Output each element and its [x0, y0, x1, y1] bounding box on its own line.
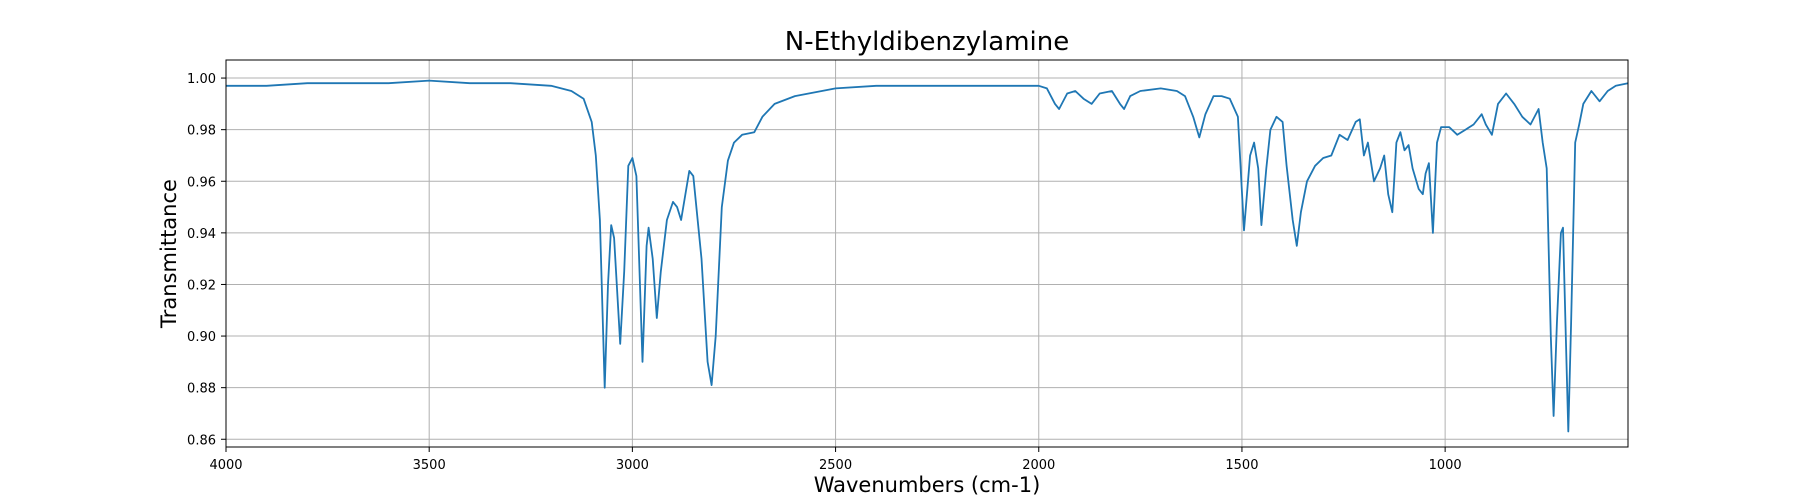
series-layer: [226, 79, 1629, 433]
y-axis-label: Transmittance: [157, 179, 181, 329]
y-axis: 0.86 0.88 0.90 0.92 0.94 0.96 0.98 1.00: [187, 72, 226, 448]
x-axis-label: Wavenumbers (cm-1): [814, 473, 1041, 497]
y-tick-label: 0.88: [187, 382, 216, 397]
y-tick-label: 0.94: [187, 227, 216, 242]
x-tick-label: 1500: [1225, 458, 1258, 473]
y-tick-label: 0.98: [187, 124, 216, 139]
y-tick-label: 1.00: [187, 72, 216, 87]
x-tick-label: 3500: [413, 458, 446, 473]
chart-title: N-Ethyldibenzylamine: [785, 27, 1069, 57]
y-tick-label: 0.86: [187, 433, 216, 448]
x-tick-label: 1000: [1429, 458, 1462, 473]
x-tick-label: 3000: [616, 458, 649, 473]
x-tick-label: 2500: [819, 458, 852, 473]
y-tick-label: 0.96: [187, 175, 216, 190]
plot-frame: [225, 59, 1629, 448]
y-tick-label: 0.90: [187, 330, 216, 345]
y-tick-label: 0.92: [187, 278, 216, 293]
x-tick-label: 4000: [209, 458, 242, 473]
x-tick-label: 2000: [1022, 458, 1055, 473]
x-axis: 4000 3500 3000 2500 2000 1500 1000: [209, 447, 1462, 473]
series-line-0: [226, 79, 1629, 433]
